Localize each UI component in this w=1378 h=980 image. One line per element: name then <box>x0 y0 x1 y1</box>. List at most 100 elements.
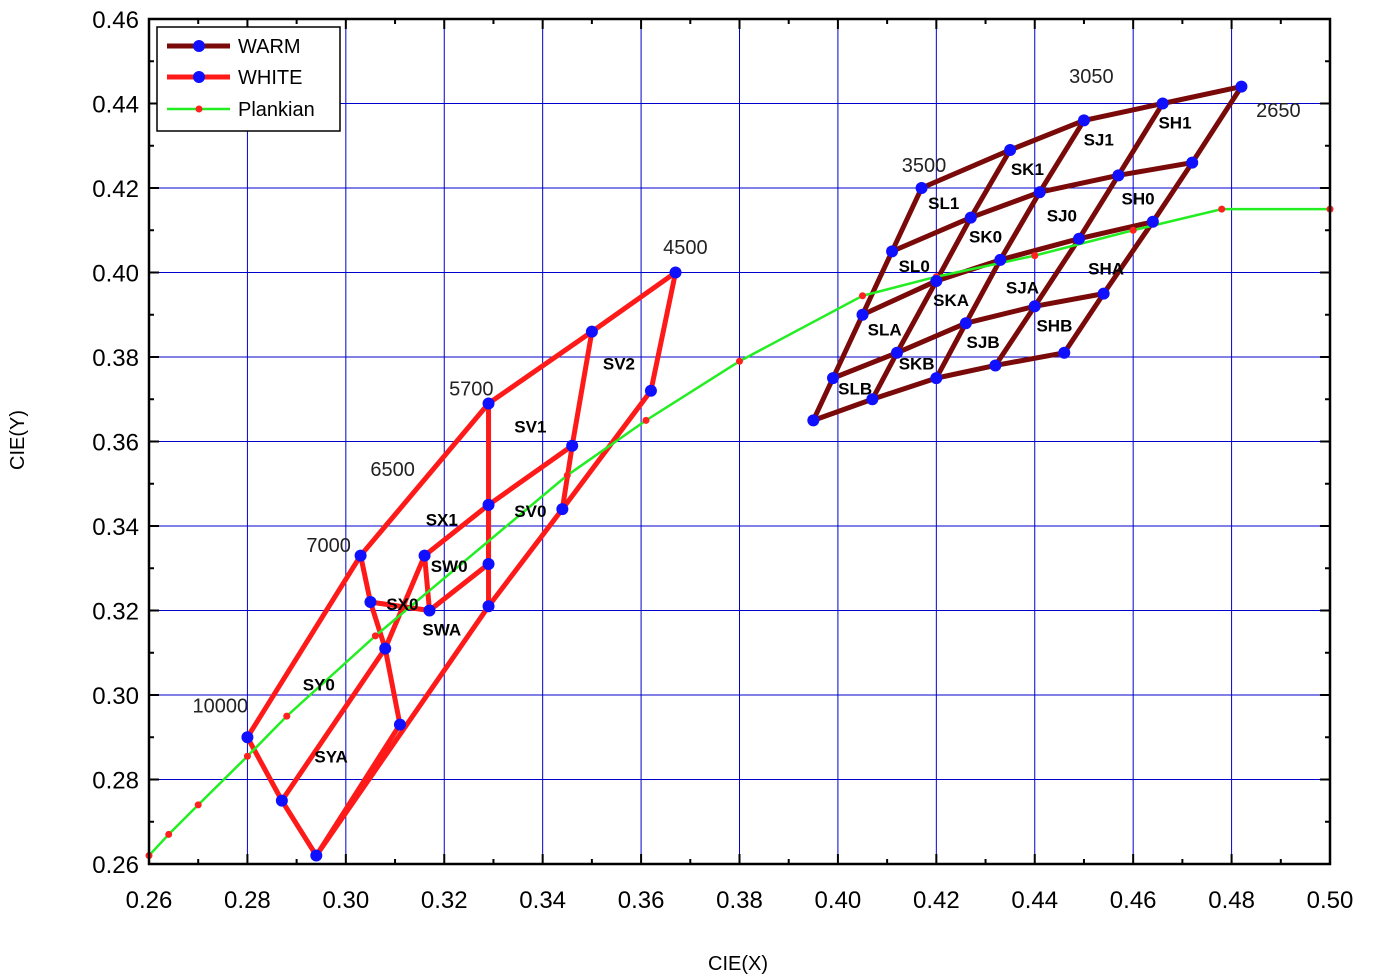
plankian-point <box>283 712 291 720</box>
white-bin-line <box>422 553 432 613</box>
warm-data-point <box>807 414 820 427</box>
plankian-point <box>194 801 202 809</box>
warm-data-point <box>1235 80 1248 93</box>
y-tick-label: 0.44 <box>92 92 139 119</box>
plankian-point <box>371 632 379 640</box>
y-tick-label: 0.46 <box>92 7 139 34</box>
y-tick-label: 0.36 <box>92 430 139 457</box>
warm-data-point <box>1058 346 1071 359</box>
legend-marker-plankian <box>195 105 203 113</box>
x-tick-label: 0.36 <box>618 887 665 914</box>
warm-data-point <box>959 317 972 330</box>
x-tick-label: 0.40 <box>815 887 862 914</box>
bin-label: SJB <box>967 333 1000 352</box>
warm-data-point <box>856 308 869 321</box>
warm-data-point <box>964 211 977 224</box>
warm-data-point <box>1097 287 1110 300</box>
legend-label-plankian: Plankian <box>238 99 315 121</box>
bin-label: SH1 <box>1158 114 1191 133</box>
cct-label: 7000 <box>306 535 351 557</box>
legend: WARM WHITE Plankian <box>156 26 341 132</box>
plankian-point <box>642 416 650 424</box>
white-data-point <box>482 498 495 511</box>
bin-label: SL1 <box>928 194 959 213</box>
x-tick-label: 0.42 <box>913 887 960 914</box>
bin-label: SJ1 <box>1084 130 1114 149</box>
legend-marker-white <box>193 71 205 83</box>
bin-label: SHB <box>1036 316 1072 335</box>
bin-label: SV1 <box>514 418 546 437</box>
cct-label: 4500 <box>663 237 708 259</box>
cct-label: 3050 <box>1069 66 1114 88</box>
plankian-point <box>563 471 571 479</box>
x-tick-label: 0.38 <box>716 887 763 914</box>
warm-data-point <box>1004 143 1017 156</box>
bin-label: SYA <box>314 747 347 766</box>
x-tick-label: 0.48 <box>1208 887 1255 914</box>
plankian-point <box>1031 252 1039 260</box>
white-data-point <box>241 731 254 744</box>
bin-label: SH0 <box>1122 190 1155 209</box>
warm-data-point <box>1186 156 1199 169</box>
bin-label: SK0 <box>969 228 1002 247</box>
x-tick-label: 0.32 <box>421 887 468 914</box>
warm-data-point <box>866 393 879 406</box>
bin-label: SW0 <box>431 557 468 576</box>
white-data-point <box>482 397 495 410</box>
point-layer <box>241 80 1248 862</box>
y-tick-label: 0.38 <box>92 345 139 372</box>
warm-data-point <box>1073 232 1086 245</box>
axis-layer: 0.26 0.28 0.30 0.32 0.34 0.36 0.38 0.40 0.42 0.44… <box>92 7 1353 914</box>
bin-label: SL0 <box>899 257 930 276</box>
warm-data-point <box>1146 215 1159 228</box>
bin-label: SK1 <box>1011 160 1044 179</box>
warm-data-point <box>930 372 943 385</box>
warm-data-point <box>994 253 1007 266</box>
x-tick-label: 0.34 <box>519 887 566 914</box>
x-tick-label: 0.30 <box>322 887 369 914</box>
plankian-point <box>243 752 251 760</box>
y-tick-label: 0.40 <box>92 261 139 288</box>
grid-layer <box>149 19 1330 864</box>
warm-data-point <box>989 359 1002 372</box>
legend-marker-warm <box>193 40 205 52</box>
cct-label: 3500 <box>902 155 947 177</box>
bin-label: SKA <box>933 291 969 310</box>
white-data-point <box>556 503 569 516</box>
plankian-point <box>165 830 173 838</box>
warm-data-point <box>890 346 903 359</box>
bin-label: SV0 <box>514 502 546 521</box>
bin-label: SLB <box>838 380 872 399</box>
cct-label: 6500 <box>370 459 415 481</box>
white-bin-line <box>358 553 492 613</box>
bin-label: SLA <box>868 321 902 340</box>
white-data-point <box>393 718 406 731</box>
plankian-point <box>1218 205 1226 213</box>
bin-label: SX1 <box>426 511 458 530</box>
y-tick-label: 0.28 <box>92 768 139 795</box>
bin-label: SY0 <box>303 675 335 694</box>
white-data-point <box>275 794 288 807</box>
white-data-point <box>423 604 436 617</box>
cct-label: 10000 <box>193 696 249 718</box>
legend-label-white: WHITE <box>238 67 302 89</box>
bin-label: SV2 <box>603 354 635 373</box>
plankian-point <box>859 292 867 300</box>
x-tick-label: 0.44 <box>1011 887 1058 914</box>
white-data-point <box>482 600 495 613</box>
white-data-point <box>585 325 598 338</box>
y-tick-label: 0.32 <box>92 599 139 626</box>
white-data-point <box>354 549 367 562</box>
white-data-point <box>644 384 657 397</box>
bin-label: SX0 <box>386 595 418 614</box>
bin-label: SKB <box>899 354 935 373</box>
warm-data-point <box>826 372 839 385</box>
legend-label-warm: WARM <box>238 36 301 58</box>
white-bin-line <box>313 599 403 859</box>
bin-label: SJA <box>1006 278 1039 297</box>
x-tick-label: 0.28 <box>224 887 271 914</box>
white-data-point <box>418 549 431 562</box>
x-tick-label: 0.50 <box>1307 887 1354 914</box>
white-data-point <box>482 558 495 571</box>
